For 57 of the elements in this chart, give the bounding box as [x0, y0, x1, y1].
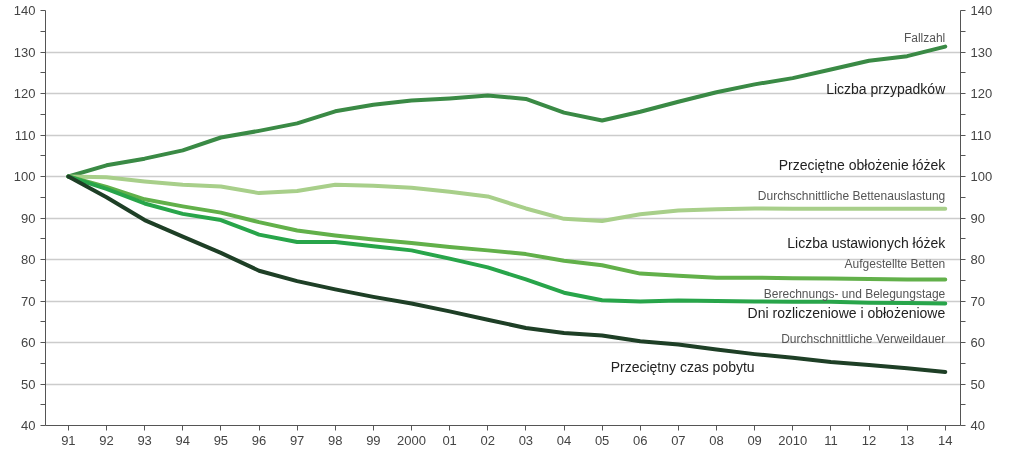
- x-tick-label: 04: [556, 432, 572, 448]
- y-tick-label: 70: [21, 293, 36, 309]
- annotation: Przeciętne obłożenie łóżek: [778, 156, 947, 173]
- y2-tick-label: 60: [970, 335, 985, 350]
- x-tick-label: 07: [671, 432, 686, 448]
- x-tick-label: 01: [442, 432, 457, 448]
- x-tick-label: 08: [709, 432, 724, 448]
- x-tick-label: 02: [480, 432, 495, 448]
- y-tick-label: 60: [21, 335, 36, 350]
- annotation: Przeciętny czas pobytu: [610, 359, 755, 376]
- x-tick-label: 03: [518, 432, 534, 448]
- y-tick-label: 90: [21, 210, 36, 226]
- y-tick-label: 120: [13, 86, 36, 101]
- x-tick-label: 2010: [778, 432, 808, 448]
- series-label: Durchschnittliche Verweildauer: [781, 331, 946, 346]
- y-tick-label: 100: [13, 169, 36, 184]
- line-series: [66, 174, 948, 374]
- series-label: Berechnungs- und Belegungstage: [763, 287, 946, 302]
- x-tick-label: 93: [137, 432, 152, 448]
- series-label: Durchschnittliche Bettenauslastung: [757, 188, 946, 203]
- x-tick-label: 95: [213, 432, 229, 448]
- series-label: Fallzahl: [903, 30, 946, 45]
- x-tick-label: 14: [938, 432, 953, 448]
- x-tick-label: 91: [61, 432, 76, 448]
- y-tick-label: 140: [13, 3, 36, 18]
- y2-tick-label: 50: [970, 376, 985, 392]
- y2-tick-label: 120: [970, 86, 993, 101]
- y-tick-label: 40: [21, 418, 36, 433]
- y2-tick-label: 80: [970, 252, 985, 267]
- x-tick-label: 13: [899, 432, 915, 448]
- y2-tick-label: 90: [970, 210, 985, 226]
- x-tick-label: 99: [366, 432, 381, 448]
- y-tick-label: 80: [21, 252, 36, 267]
- annotation: Liczba przypadków: [826, 80, 947, 97]
- y-tick-label: 130: [13, 44, 36, 60]
- x-tick-label: 2000: [397, 432, 426, 448]
- x-tick-label: 97: [289, 432, 305, 448]
- x-tick-label: 92: [99, 432, 114, 448]
- y2-tick-label: 100: [970, 169, 993, 184]
- x-tick-label: 94: [175, 432, 190, 448]
- x-tick-label: 05: [594, 432, 610, 448]
- series-label: Aufgestellte Betten: [844, 257, 946, 272]
- x-tick-label: 11: [824, 432, 838, 448]
- y2-tick-label: 130: [970, 44, 993, 60]
- y2-tick-label: 110: [970, 127, 992, 143]
- y-tick-label: 50: [21, 376, 36, 392]
- x-tick-label: 98: [328, 432, 343, 448]
- y2-tick-label: 70: [970, 293, 985, 309]
- annotation: Dni rozliczeniowe i obłożeniowe: [747, 305, 946, 322]
- x-tick-label: 06: [633, 432, 648, 448]
- x-tick-label: 12: [861, 432, 877, 448]
- y-tick-label: 110: [14, 127, 36, 143]
- annotation: Liczba ustawionych łóżek: [787, 235, 947, 252]
- y2-tick-label: 40: [970, 418, 985, 433]
- y2-tick-label: 140: [970, 3, 993, 18]
- x-tick-label: 09: [747, 432, 762, 448]
- x-tick-label: 96: [251, 432, 267, 448]
